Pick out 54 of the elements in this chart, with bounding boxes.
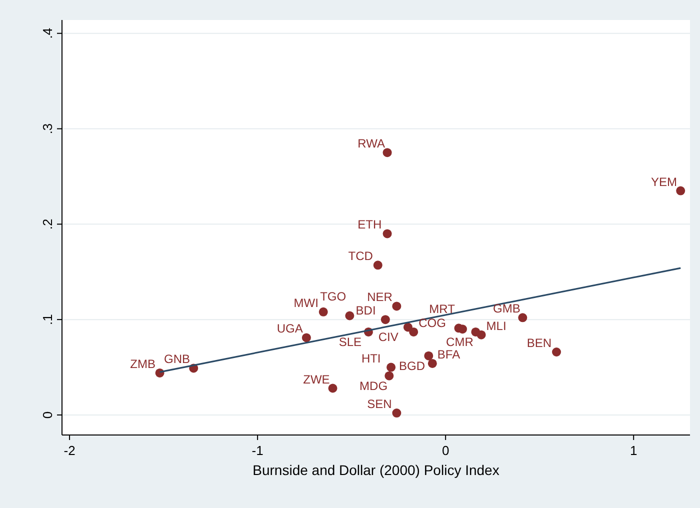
annotation: MWI bbox=[294, 296, 318, 310]
point bbox=[476, 330, 486, 340]
annotation: BDI bbox=[356, 304, 376, 318]
y-tick-label: .4 bbox=[40, 28, 55, 39]
point bbox=[386, 362, 396, 372]
annotation: CIV bbox=[378, 330, 398, 344]
annotation: COG bbox=[418, 316, 446, 330]
point bbox=[552, 348, 562, 356]
annotation: CMR bbox=[446, 334, 474, 349]
annotation: NER bbox=[367, 290, 393, 304]
point bbox=[676, 186, 686, 196]
annotation: MLI bbox=[486, 318, 506, 333]
x-axis-title: Burnside and Dollar (2000) Policy Index bbox=[252, 462, 500, 478]
point bbox=[392, 408, 402, 418]
annotation: SEN bbox=[367, 397, 392, 412]
annotation: YEM bbox=[651, 174, 678, 189]
annotation: BFA bbox=[437, 347, 460, 362]
annotation: ETH bbox=[358, 218, 382, 232]
point bbox=[373, 260, 382, 270]
y-tick-label: 0 bbox=[40, 411, 55, 419]
annotation: UGA bbox=[276, 322, 303, 336]
point bbox=[384, 371, 394, 380]
point bbox=[382, 148, 392, 158]
point bbox=[302, 333, 311, 342]
annotation: GNB bbox=[164, 352, 190, 366]
point bbox=[380, 315, 390, 324]
annotation: RWA bbox=[358, 136, 386, 151]
point bbox=[318, 307, 328, 316]
y-tick-label: .1 bbox=[40, 314, 55, 325]
point bbox=[382, 229, 392, 238]
x-tick-label: 0 bbox=[442, 443, 450, 458]
x-tick-label: -1 bbox=[252, 443, 264, 458]
annotation: BGD bbox=[399, 358, 426, 373]
annotation: ZWE bbox=[303, 372, 330, 386]
y-tick-label: .2 bbox=[40, 218, 55, 230]
annotation: TGO bbox=[320, 290, 346, 304]
annotation: TCD bbox=[348, 249, 374, 264]
annotation: HTI bbox=[361, 351, 381, 366]
annotation: GMB bbox=[493, 302, 520, 316]
point bbox=[409, 327, 418, 336]
point bbox=[518, 313, 528, 322]
point bbox=[392, 302, 402, 311]
x-tick-label: 1 bbox=[630, 443, 638, 458]
point bbox=[428, 358, 437, 368]
point bbox=[424, 351, 434, 360]
annotation: MDG bbox=[360, 378, 388, 393]
point bbox=[345, 311, 354, 320]
x-tick-label: -2 bbox=[64, 443, 76, 458]
point bbox=[328, 384, 338, 393]
annotation: MRT bbox=[429, 302, 456, 316]
annotation: ZMB bbox=[130, 356, 156, 371]
annotation: BEN bbox=[526, 336, 552, 350]
y-tick-label: .3 bbox=[40, 123, 55, 134]
annotation: SLE bbox=[338, 334, 362, 349]
